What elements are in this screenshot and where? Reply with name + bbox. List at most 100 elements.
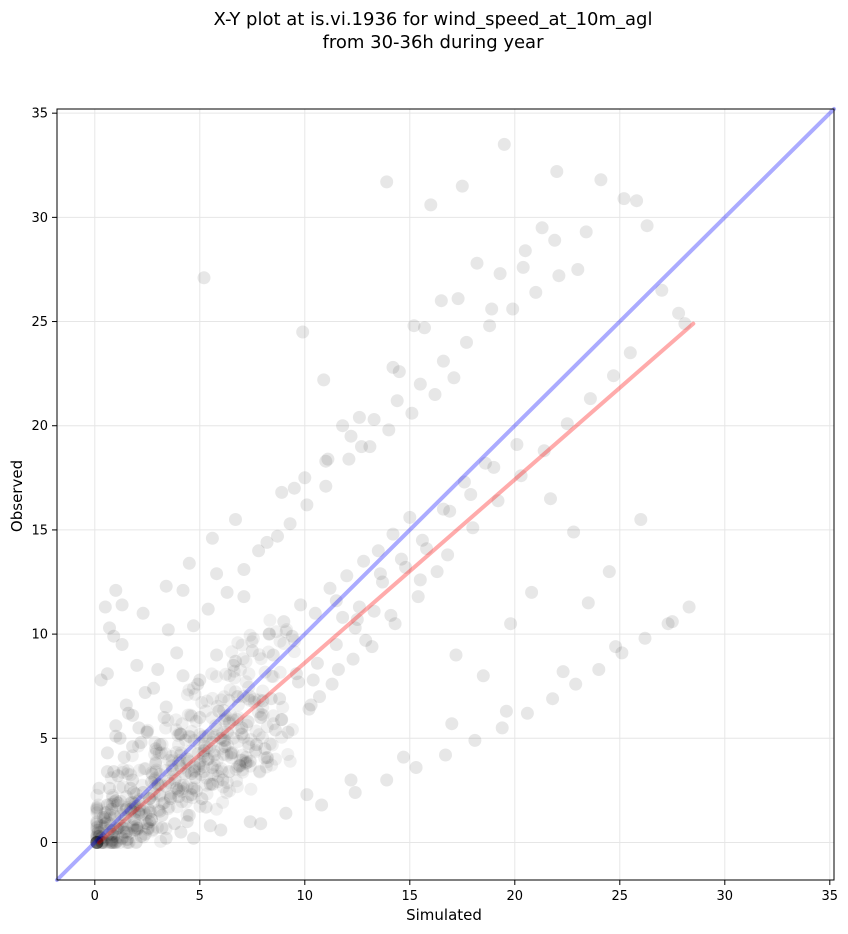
scatter-point [252, 544, 266, 558]
scatter-point [243, 689, 257, 703]
scatter-point [98, 817, 112, 831]
scatter-point [157, 796, 171, 810]
scatter-point [140, 725, 154, 739]
scatter-point [108, 809, 122, 823]
scatter-point [119, 802, 133, 816]
scatter-point [235, 638, 249, 652]
scatter-point [94, 818, 107, 832]
scatter-point [106, 836, 119, 849]
scatter-point [139, 808, 153, 822]
scatter-point [615, 646, 629, 660]
scatter-point [133, 803, 147, 817]
scatter-point [149, 763, 163, 777]
y-tick-label-3: 15 [31, 523, 48, 538]
scatter-point [249, 745, 263, 759]
scatter-point [244, 733, 258, 746]
scatter-point [537, 444, 551, 458]
scatter-point [242, 667, 256, 681]
y-axis-ticks: 0 5 10 15 20 25 30 35 [31, 107, 57, 851]
scatter-point [114, 794, 127, 808]
scatter-point [179, 733, 192, 747]
x-tick-label-5: 25 [612, 889, 629, 904]
scatter-point [122, 826, 136, 840]
scatter-point [476, 669, 490, 683]
scatter-point [171, 756, 185, 770]
scatter-point [103, 808, 117, 822]
scatter-point [147, 787, 161, 801]
scatter-point [225, 751, 238, 765]
scatter-point [210, 802, 223, 816]
scatter-point [250, 738, 263, 752]
scatter-point [185, 709, 199, 723]
scatter-point [234, 753, 248, 767]
scatter-point [175, 785, 189, 799]
scatter-point [100, 805, 114, 819]
scatter-point [149, 765, 163, 779]
scatter-point [209, 719, 222, 733]
scatter-point [172, 726, 186, 740]
scatter-point [179, 795, 193, 809]
scatter-point [124, 804, 138, 818]
scatter-point [478, 456, 492, 470]
scatter-point [216, 733, 230, 747]
scatter-point [110, 830, 124, 844]
scatter-point [110, 798, 124, 812]
scatter-point [103, 836, 117, 849]
scatter-point [130, 658, 144, 672]
scatter-point [141, 723, 155, 737]
scatter-point [548, 233, 562, 247]
scatter-point [173, 727, 187, 741]
scatter-point [205, 711, 219, 725]
scatter-point [153, 789, 167, 803]
scatter-point [184, 708, 198, 722]
scatter-point [243, 754, 257, 768]
scatter-point [132, 805, 146, 819]
scatter-point [154, 778, 168, 792]
scatter-point [227, 671, 241, 685]
scatter-point [210, 670, 223, 684]
scatter-point [174, 761, 188, 775]
scatter-point [172, 783, 186, 797]
scatter-point [265, 738, 279, 752]
scatter-point [90, 815, 104, 829]
scatter-point [139, 762, 153, 776]
scatter-point [243, 759, 257, 773]
scatter-point [292, 675, 305, 689]
y-tick-label-7: 35 [31, 107, 48, 122]
regression-line [97, 321, 696, 845]
scatter-point [131, 794, 145, 808]
scatter-point [206, 768, 220, 782]
scatter-point [174, 778, 188, 792]
scatter-point [149, 756, 163, 770]
scatter-point [258, 665, 272, 679]
scatter-point [127, 811, 141, 825]
scatter-point [117, 803, 130, 817]
scatter-point [269, 625, 283, 639]
scatter-point [237, 730, 251, 744]
scatter-point [100, 746, 114, 760]
scatter-point [258, 742, 272, 756]
scatter-point [119, 698, 133, 712]
scatter-point [329, 594, 343, 608]
scatter-point [188, 764, 202, 777]
scatter-point [114, 808, 128, 822]
scatter-point [310, 656, 324, 670]
scatter-point [105, 836, 119, 849]
scatter-point [106, 790, 120, 804]
scatter-point [276, 700, 290, 714]
scatter-point [418, 321, 431, 335]
scatter-point [159, 747, 173, 761]
scatter-point [90, 817, 104, 831]
scatter-point [262, 627, 276, 641]
scatter-point [455, 179, 469, 193]
scatter-point [271, 529, 284, 543]
scatter-point [195, 792, 209, 806]
scatter-point [130, 819, 144, 833]
scatter-point [199, 704, 213, 718]
scatter-point [256, 694, 270, 708]
scatter-point [210, 722, 224, 736]
scatter-point [228, 685, 242, 699]
scatter-point [205, 531, 219, 545]
scatter-point [634, 513, 648, 526]
scatter-point [518, 244, 532, 258]
